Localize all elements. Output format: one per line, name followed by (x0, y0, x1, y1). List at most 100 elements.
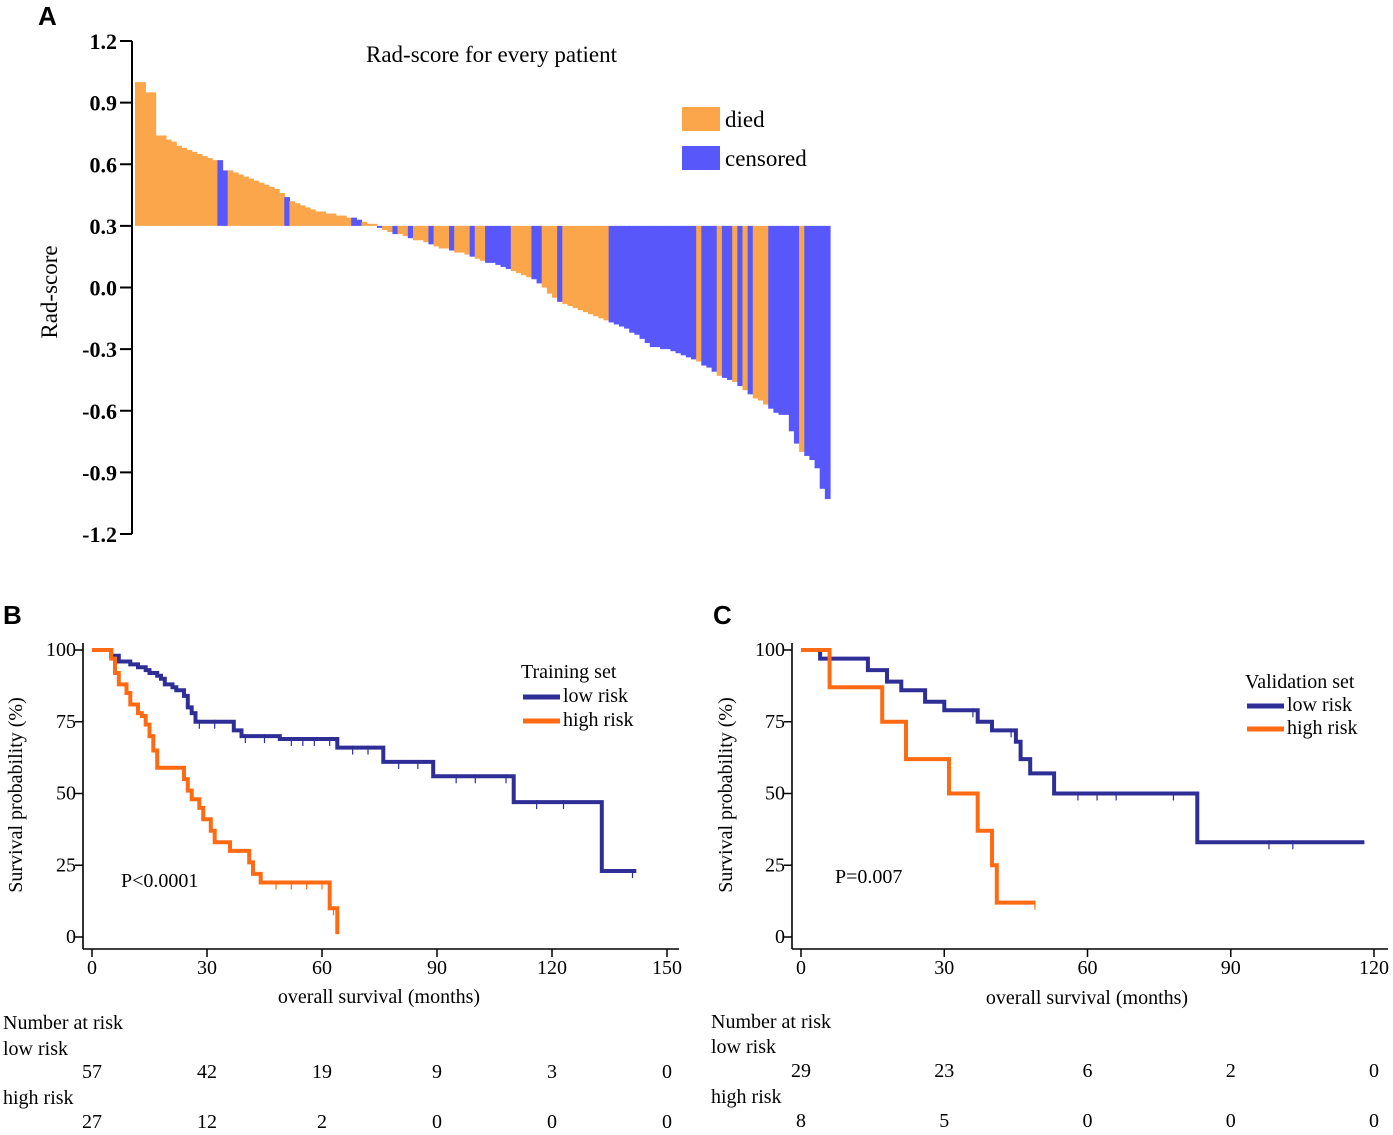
risk-value: 0 (1083, 1110, 1093, 1132)
bar-56 (423, 225, 430, 243)
panel-b-legend-title: Training set (521, 661, 617, 683)
bar-106 (680, 225, 687, 356)
bar-4 (155, 135, 162, 226)
bar-30 (289, 201, 296, 226)
panel-c-risk-high-label: high risk (711, 1086, 782, 1108)
y-tick-label: 25 (765, 854, 785, 876)
bar-52 (402, 225, 409, 237)
bar-24 (258, 182, 265, 226)
bar-81 (552, 225, 558, 298)
y-tick-label: 1.2 (90, 29, 118, 54)
bar-78 (536, 225, 543, 284)
bar-44 (361, 221, 368, 226)
panel-a-letter: A (38, 1, 57, 31)
bar-48 (382, 225, 388, 230)
panel-c-risk-table: Number at risk low risk high risk 29 23 6 2… (711, 1011, 1379, 1132)
bar-18 (227, 170, 234, 226)
bar-111 (706, 225, 713, 368)
y-tick-label: 25 (56, 854, 76, 876)
bar-99 (644, 225, 651, 343)
bar-133 (819, 225, 826, 489)
y-tick-label: -0.6 (82, 399, 117, 424)
panel-b-risk-high-label: high risk (3, 1087, 74, 1109)
panel-b-risk-values: 57 42 19 9 3 0 27 12 2 0 0 0 (82, 1061, 672, 1133)
bar-20 (237, 174, 244, 226)
bar-100 (649, 225, 656, 348)
bar-91 (603, 225, 610, 321)
bar-85 (572, 225, 579, 309)
panel-c-axes: 100 75 50 25 00 30 60 90 120 (755, 639, 1389, 979)
bar-90 (598, 225, 605, 319)
panel-c-risk-low-label: low risk (711, 1036, 776, 1058)
y-tick-label: 75 (765, 711, 785, 733)
panel-a-legend: died censored (682, 107, 807, 171)
risk-value: 0 (662, 1111, 672, 1133)
bar-110 (701, 225, 708, 366)
bar-104 (670, 225, 677, 352)
bar-35 (315, 211, 321, 226)
bar-47 (376, 225, 383, 228)
bar-3 (150, 92, 157, 226)
bar-36 (320, 211, 327, 226)
bar-88 (588, 225, 594, 315)
risk-value: 57 (82, 1061, 102, 1083)
risk-value: 8 (796, 1110, 806, 1132)
panel-b-curves (92, 648, 637, 935)
bar-116 (732, 225, 738, 382)
bar-98 (639, 225, 646, 339)
y-tick-label: -1.2 (82, 522, 117, 547)
panel-c-legend: Validation set low risk high risk (1245, 671, 1358, 739)
bar-101 (654, 225, 661, 348)
x-tick-label: 30 (934, 957, 954, 979)
bar-6 (165, 139, 172, 226)
bar-33 (304, 207, 311, 226)
bar-15 (212, 160, 218, 226)
bar-41 (346, 217, 352, 226)
bar-121 (757, 225, 764, 401)
bar-37 (325, 213, 332, 226)
bar-108 (691, 225, 697, 360)
bar-82 (557, 225, 563, 302)
x-tick-label: 60 (1078, 957, 1098, 979)
y-tick-label: 50 (56, 783, 76, 805)
x-tick-label: 0 (796, 957, 806, 979)
bar-131 (809, 225, 816, 461)
x-tick-label: 60 (312, 957, 332, 979)
panel-c-curves (801, 648, 1365, 910)
bar-124 (773, 225, 780, 413)
bar-13 (201, 156, 208, 226)
bar-25 (263, 184, 270, 226)
risk-value: 0 (1369, 1110, 1379, 1132)
bar-87 (582, 225, 589, 313)
bar-54 (413, 225, 419, 241)
km-curve-low-risk (92, 648, 637, 873)
bar-79 (541, 225, 548, 288)
bar-57 (428, 225, 435, 245)
bar-7 (171, 141, 177, 226)
bar-40 (340, 215, 347, 226)
risk-value: 0 (1369, 1060, 1379, 1082)
y-tick-label: -0.3 (82, 337, 117, 362)
bar-118 (742, 225, 749, 391)
bar-123 (768, 225, 774, 409)
bar-105 (675, 225, 682, 354)
y-tick-label: 50 (765, 783, 785, 805)
risk-value: 3 (547, 1061, 557, 1083)
bar-129 (799, 225, 805, 452)
bar-17 (222, 170, 229, 226)
risk-value: 23 (934, 1060, 954, 1082)
bar-19 (232, 172, 239, 226)
risk-value: 0 (1226, 1110, 1236, 1132)
risk-value: 19 (312, 1061, 332, 1083)
y-tick-label: 75 (56, 711, 76, 733)
x-tick-label: 120 (1359, 957, 1389, 979)
bar-80 (546, 225, 553, 294)
panel-a-y-axis: 1.2 0.9 0.6 0.3 0.0 -0.3 -0.6 -0.9 -1.2 (82, 29, 133, 547)
bar-93 (613, 225, 620, 325)
y-tick-label: 0.3 (90, 214, 118, 239)
panel-b-legend-low: low risk (563, 685, 628, 707)
panel-a-title: Rad-score for every patient (366, 42, 618, 67)
